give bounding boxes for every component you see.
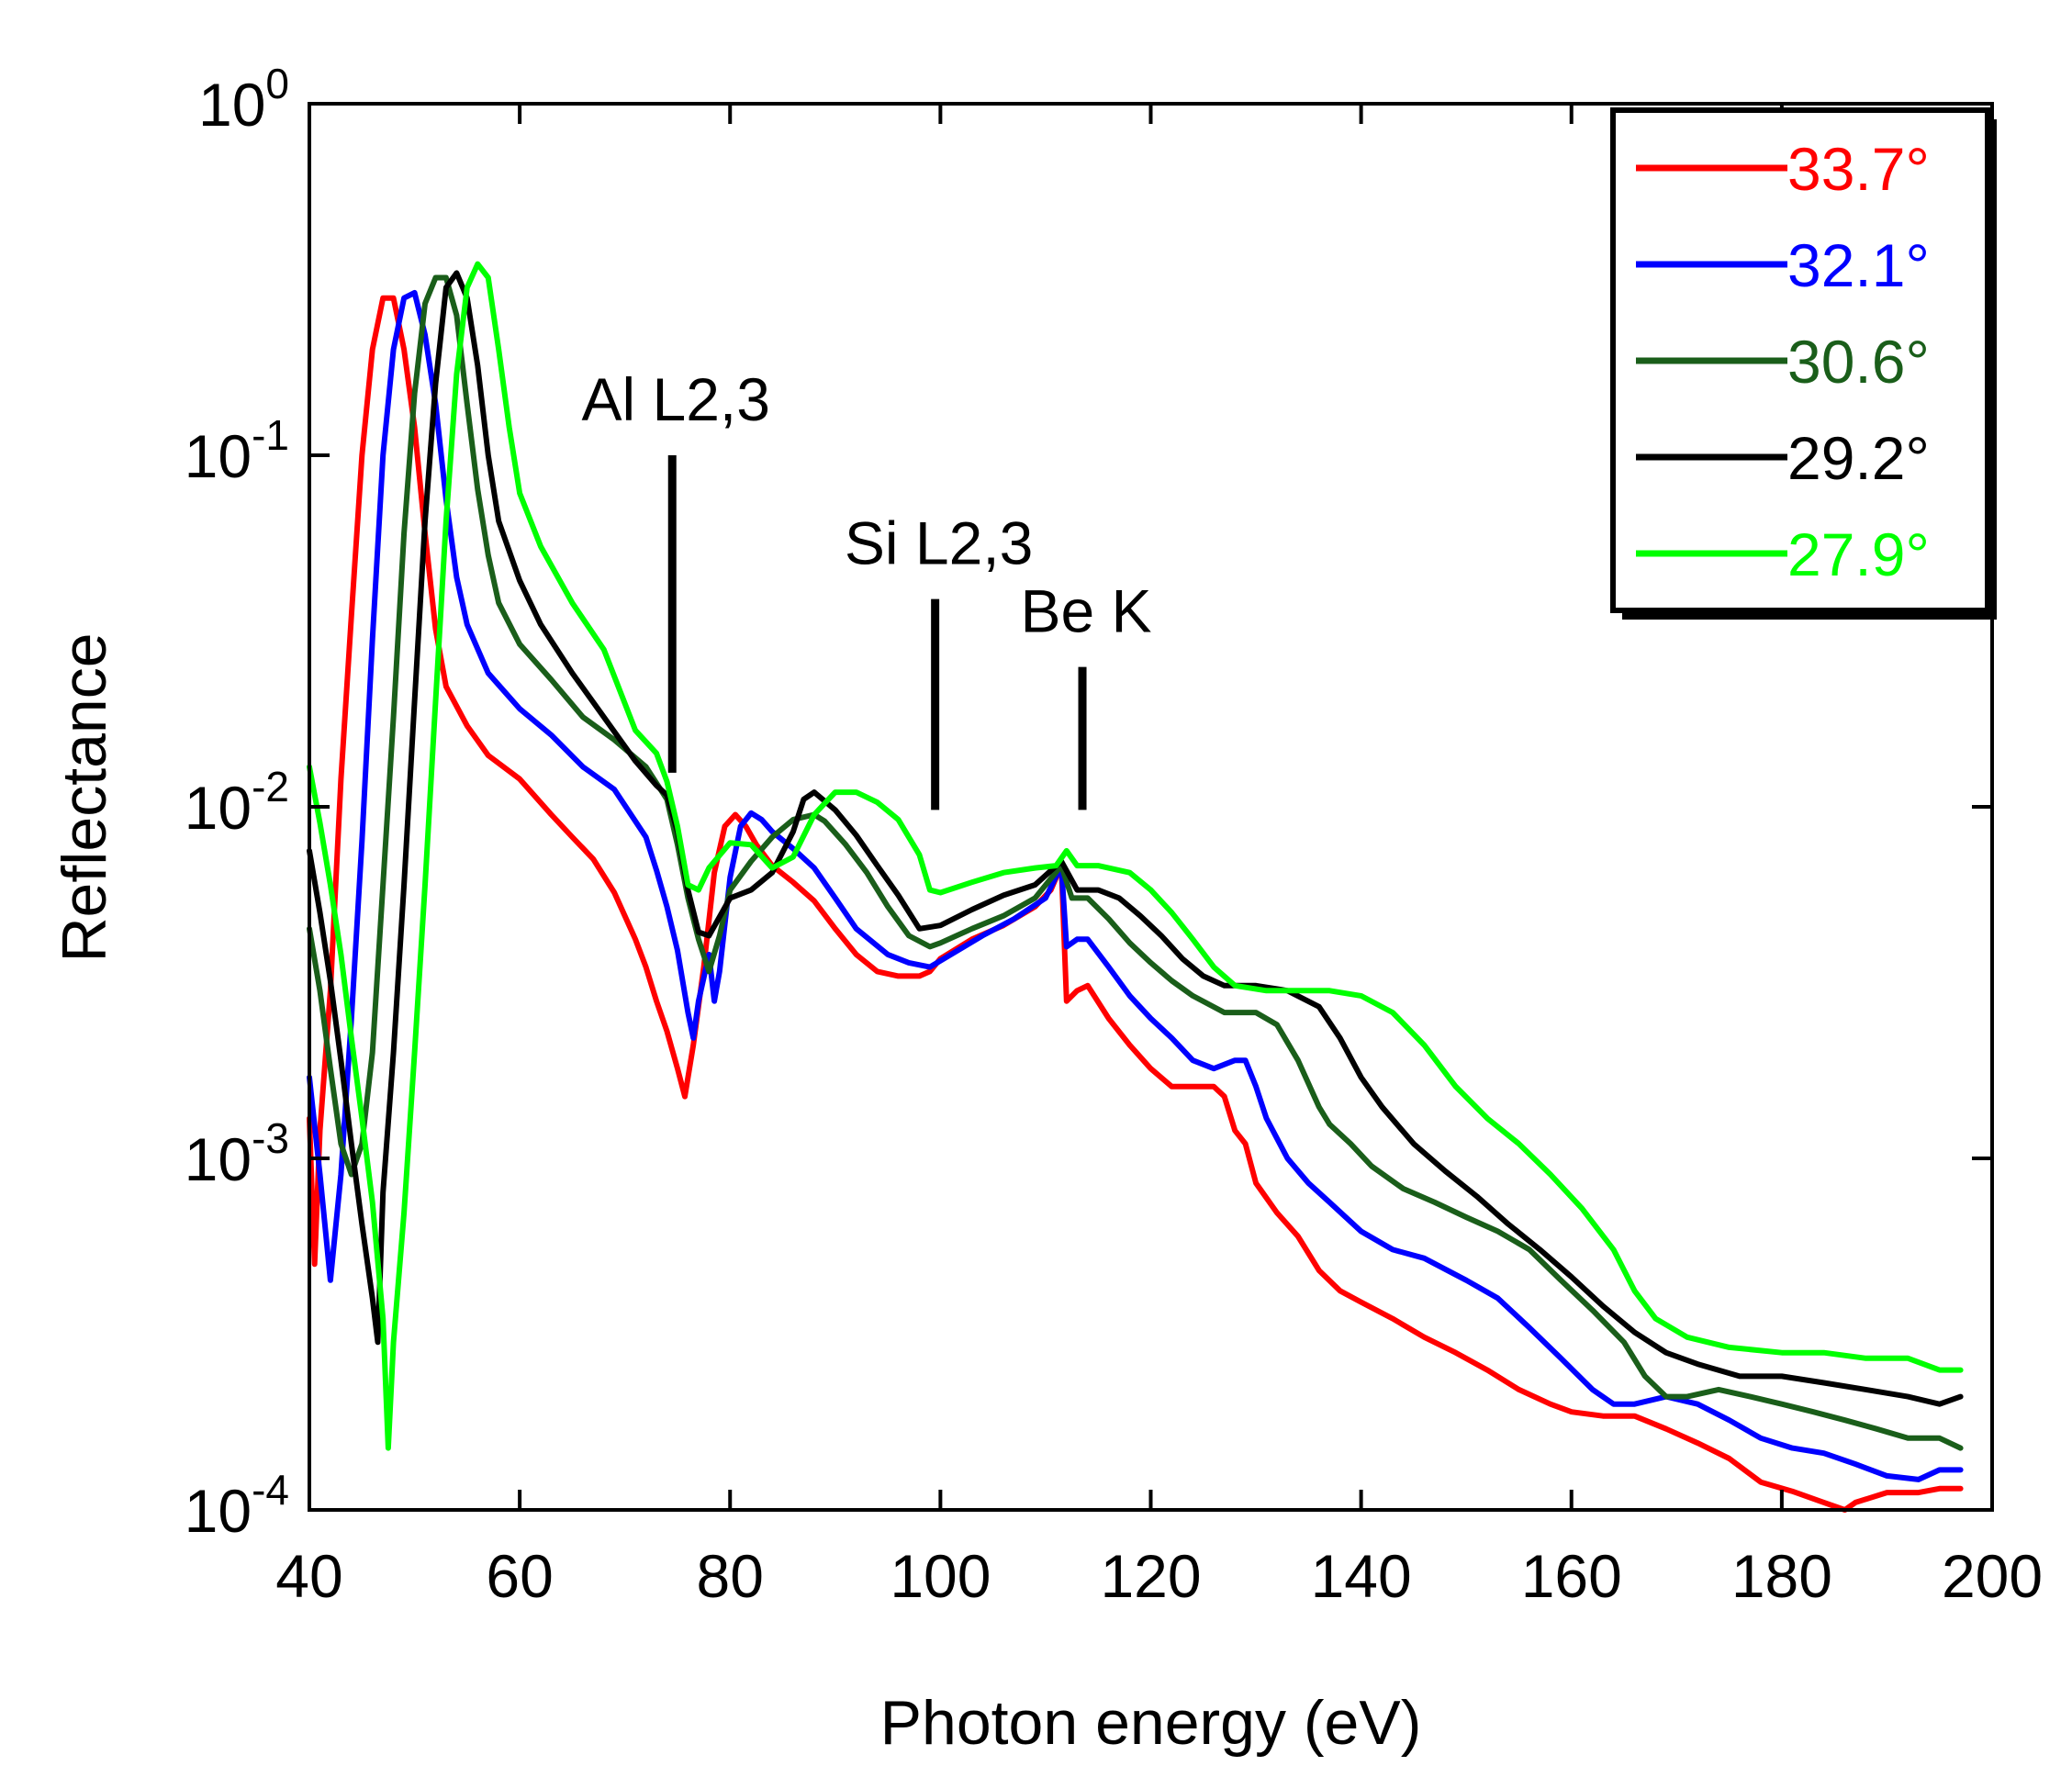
y-tick-label: 10-1 [185,411,289,490]
series-line-3 [307,270,1964,1407]
legend-entry-label: 32.1° [1787,231,1930,299]
annotation-label: Be K [1020,577,1151,645]
annotation-label: Si L2,3 [845,509,1033,577]
series-line-4 [307,261,1964,1451]
y-tick-label: 100 [198,60,289,139]
x-axis-label: Photon energy (eV) [880,1688,1422,1758]
y-tick-label: 10-4 [185,1466,289,1545]
series-layer [307,261,1964,1513]
series-line-2 [307,274,1964,1451]
legend-entry-label: 33.7° [1787,135,1930,203]
legend-layer: 33.7° 32.1° 30.6° 29.2° 27.9° [1610,107,1997,620]
x-tick-label: 160 [1521,1542,1622,1610]
y-tick-label: 10-3 [185,1114,289,1193]
series-line-1 [307,289,1964,1482]
x-tick-label: 60 [486,1542,553,1610]
x-tick-label: 80 [697,1542,764,1610]
legend-entry-label: 29.2° [1787,424,1930,492]
axes-layer: 40 60 80 100 120 140 160 180 200 100 10-1 10-2 10-3 1… [50,60,2043,1758]
y-axis-label: Reflectance [50,632,119,962]
legend-entry-label: 30.6° [1787,328,1930,396]
x-tick-label: 100 [890,1542,991,1610]
x-tick-label: 40 [275,1542,342,1610]
x-tick-label: 180 [1731,1542,1832,1610]
y-tick-label: 10-2 [185,763,289,842]
legend-entry-label: 27.9° [1787,520,1930,588]
x-tick-label: 120 [1100,1542,1201,1610]
x-tick-label: 140 [1311,1542,1412,1610]
x-tick-label: 200 [1942,1542,2043,1610]
annotation-layer: Al L2,3 Si L2,3Be K [581,365,1152,810]
annotation-label: Al L2,3 [581,365,769,433]
